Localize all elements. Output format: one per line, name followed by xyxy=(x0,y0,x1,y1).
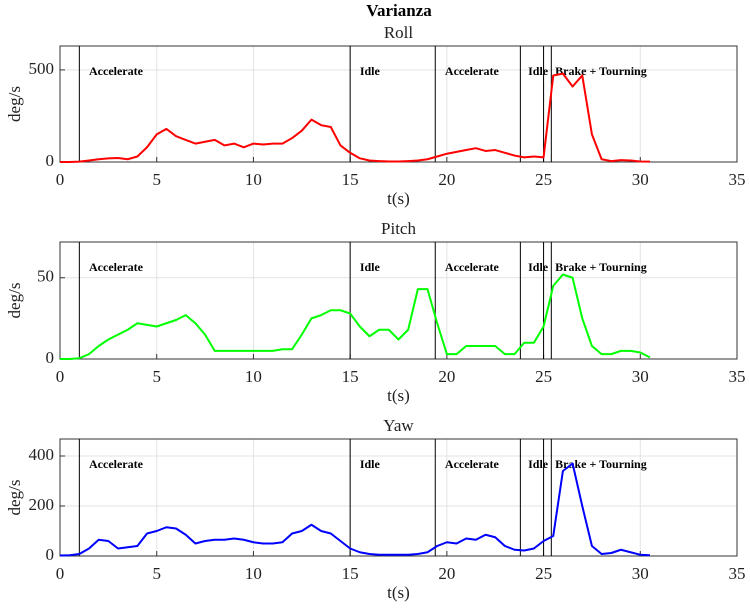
data-line xyxy=(60,273,651,360)
annotation: Accelerate xyxy=(89,64,144,78)
x-tick-label: 30 xyxy=(632,564,649,583)
x-tick-label: 10 xyxy=(245,170,262,189)
x-tick-label: 30 xyxy=(632,170,649,189)
x-tick-label: 15 xyxy=(342,170,359,189)
axes-box xyxy=(59,241,738,360)
x-tick-label: 5 xyxy=(152,564,161,583)
y-tick-label: 400 xyxy=(29,445,55,464)
x-tick-label: 15 xyxy=(342,367,359,386)
annotation: Idle xyxy=(528,64,549,78)
subplot-title: Roll xyxy=(384,23,414,42)
y-tick-label: 50 xyxy=(37,267,54,286)
plot-area xyxy=(60,46,737,162)
y-tick-label: 200 xyxy=(29,495,55,514)
annotation: Brake + Tourning xyxy=(555,457,647,471)
x-tick-label: 0 xyxy=(56,367,65,386)
figure-title: Varianza xyxy=(366,1,432,20)
subplot-title: Pitch xyxy=(381,219,416,238)
annotation: Accelerate xyxy=(89,457,144,471)
y-tick-label: 0 xyxy=(46,151,55,170)
data-line xyxy=(59,462,651,557)
y-axis-label: deg/s xyxy=(5,283,24,319)
x-tick-label: 10 xyxy=(245,564,262,583)
annotation: Accelerate xyxy=(89,260,144,274)
annotation: Idle xyxy=(360,64,381,78)
x-tick-label: 35 xyxy=(729,564,746,583)
x-tick-label: 0 xyxy=(56,564,65,583)
x-tick-label: 20 xyxy=(438,367,455,386)
y-tick-label: 0 xyxy=(46,348,55,367)
annotation: Idle xyxy=(528,457,549,471)
x-tick-label: 25 xyxy=(535,170,552,189)
y-tick-label: 0 xyxy=(46,545,55,564)
x-axis-label: t(s) xyxy=(387,386,410,405)
x-tick-label: 30 xyxy=(632,367,649,386)
x-tick-label: 5 xyxy=(152,170,161,189)
x-tick-label: 15 xyxy=(342,564,359,583)
x-axis-label: t(s) xyxy=(387,189,410,208)
axes-box xyxy=(59,438,738,557)
plot-area xyxy=(60,439,737,556)
x-tick-label: 35 xyxy=(729,367,746,386)
x-tick-label: 35 xyxy=(729,170,746,189)
y-tick-label: 500 xyxy=(29,59,55,78)
x-axis-label: t(s) xyxy=(387,583,410,602)
x-tick-label: 20 xyxy=(438,564,455,583)
annotation: Idle xyxy=(360,260,381,274)
x-tick-label: 25 xyxy=(535,367,552,386)
x-tick-label: 25 xyxy=(535,564,552,583)
y-axis-label: deg/s xyxy=(5,86,24,122)
annotation: Idle xyxy=(528,260,549,274)
subplot-title: Yaw xyxy=(383,416,414,435)
x-tick-label: 0 xyxy=(56,170,65,189)
data-line xyxy=(60,72,650,163)
x-tick-label: 5 xyxy=(152,367,161,386)
y-axis-label: deg/s xyxy=(5,480,24,516)
annotation: Accelerate xyxy=(445,457,500,471)
annotation: Brake + Tourning xyxy=(555,64,647,78)
annotation: Idle xyxy=(360,457,381,471)
x-tick-label: 20 xyxy=(438,170,455,189)
annotation: Accelerate xyxy=(445,260,500,274)
annotation: Accelerate xyxy=(445,64,500,78)
annotation: Brake + Tourning xyxy=(555,260,647,274)
x-tick-label: 10 xyxy=(245,367,262,386)
